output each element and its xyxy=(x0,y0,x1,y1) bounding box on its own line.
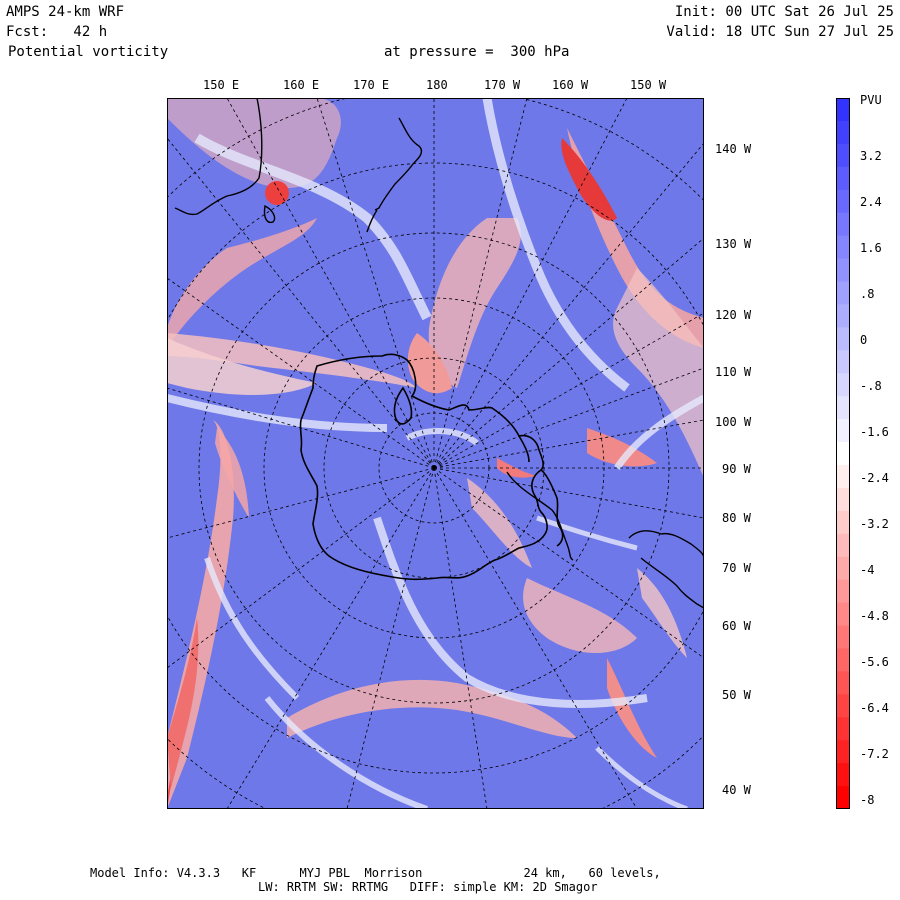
colorbar-segment xyxy=(836,258,850,282)
lon-label-60w: 60 W xyxy=(722,619,751,633)
lon-label-170w: 170 W xyxy=(484,78,521,92)
colorbar-segment xyxy=(836,98,850,122)
graticule xyxy=(167,98,704,809)
lon-label-70w: 70 W xyxy=(722,561,751,575)
colorbar-segment xyxy=(836,189,850,214)
lon-label-120w: 120 W xyxy=(715,308,752,322)
colorbar-segment xyxy=(836,625,850,649)
colorbar-segment xyxy=(836,740,850,764)
lon-label-160e: 160 E xyxy=(283,78,320,92)
init-time: Init: 00 UTC Sat 26 Jul 25 xyxy=(674,4,894,20)
lon-label-110w: 110 W xyxy=(715,365,752,379)
new-zealand-coastline xyxy=(366,117,423,233)
model-title: AMPS 24-km WRF xyxy=(6,4,125,20)
colorbar-unit: PVU xyxy=(860,93,882,107)
pressure-level: at pressure = 300 hPa xyxy=(384,44,570,60)
colorbar-label: -8 xyxy=(860,793,875,807)
south-america-coastline xyxy=(506,471,704,609)
lon-label-180: 180 xyxy=(426,78,448,92)
lon-label-130w: 130 W xyxy=(715,237,752,251)
colorbar xyxy=(836,98,850,809)
model-info-line2: LW: RRTM SW: RRTMG DIFF: simple KM: 2D S… xyxy=(258,880,598,894)
neutral-pv-filaments xyxy=(167,98,704,809)
lon-label-90w: 90 W xyxy=(722,462,751,476)
colorbar-segment xyxy=(836,120,850,145)
colorbar-segment xyxy=(836,327,850,351)
map-frame xyxy=(167,98,704,809)
colorbar-segment xyxy=(836,442,850,466)
colorbar-segment xyxy=(836,304,850,328)
colorbar-segment xyxy=(836,373,850,397)
colorbar-segment xyxy=(836,556,850,581)
colorbar-label: -.8 xyxy=(860,379,882,393)
colorbar-label: -3.2 xyxy=(860,517,889,531)
lon-label-170e: 170 E xyxy=(353,78,390,92)
colorbar-segment xyxy=(836,602,850,627)
colorbar-label: -2.4 xyxy=(860,471,889,485)
colorbar-label: -4 xyxy=(860,563,875,577)
lon-label-150e: 150 E xyxy=(203,78,240,92)
colorbar-segment xyxy=(836,281,850,305)
forecast-hour: Fcst: 42 h xyxy=(6,24,108,40)
colorbar-segment xyxy=(836,694,850,718)
lon-label-80w: 80 W xyxy=(722,511,751,525)
colorbar-label: -6.4 xyxy=(860,701,889,715)
colorbar-segment xyxy=(836,786,850,809)
colorbar-label: -4.8 xyxy=(860,609,889,623)
colorbar-label: 2.4 xyxy=(860,195,882,209)
colorbar-segment xyxy=(836,212,850,237)
colorbar-frame xyxy=(836,98,850,809)
valid-time: Valid: 18 UTC Sun 27 Jul 25 xyxy=(666,24,894,40)
lon-label-100w: 100 W xyxy=(715,415,752,429)
colorbar-label: -7.2 xyxy=(860,747,889,761)
lon-label-50w: 50 W xyxy=(722,688,751,702)
colorbar-label: -5.6 xyxy=(860,655,889,669)
australia-coastline xyxy=(174,98,276,224)
antarctica-coastline xyxy=(299,353,564,581)
pv-map xyxy=(167,98,704,809)
lon-label-40w: 40 W xyxy=(722,783,751,797)
lon-label-150w: 150 W xyxy=(630,78,667,92)
colorbar-segment xyxy=(836,350,850,374)
colorbar-segment xyxy=(836,464,850,489)
colorbar-segment xyxy=(836,648,850,672)
colorbar-label: 1.6 xyxy=(860,241,882,255)
colorbar-segment xyxy=(836,717,850,741)
colorbar-label: .8 xyxy=(860,287,875,301)
colorbar-label: -1.6 xyxy=(860,425,889,439)
colorbar-segment xyxy=(836,396,850,420)
colorbar-segment xyxy=(836,143,850,168)
colorbar-segment xyxy=(836,487,850,512)
colorbar-label: 0 xyxy=(860,333,868,347)
colorbar-segment xyxy=(836,533,850,558)
colorbar-segment xyxy=(836,510,850,535)
colorbar-label: 3.2 xyxy=(860,149,882,163)
field-name: Potential vorticity xyxy=(8,44,169,60)
lon-label-160w: 160 W xyxy=(552,78,589,92)
colorbar-segment xyxy=(836,419,850,443)
colorbar-segment xyxy=(836,763,850,787)
colorbar-segment xyxy=(836,235,850,260)
lon-label-140w: 140 W xyxy=(715,142,752,156)
colorbar-segment xyxy=(836,671,850,695)
colorbar-segment xyxy=(836,579,850,604)
colorbar-segment xyxy=(836,166,850,191)
model-info-line1: Model Info: V4.3.3 KF MYJ PBL Morrison 2… xyxy=(90,866,661,880)
